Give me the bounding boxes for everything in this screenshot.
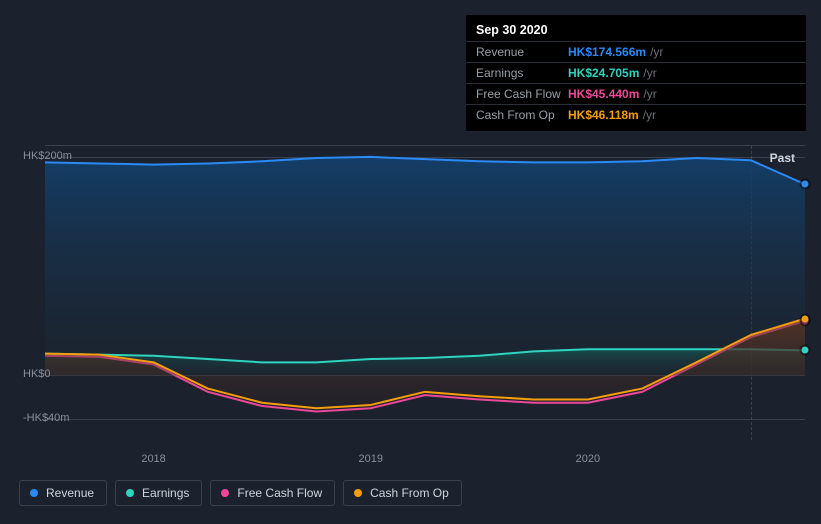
tooltip-row-unit: /yr (643, 65, 656, 81)
legend-dot-icon (30, 489, 38, 497)
financial-history-chart: Past 201820192020 HK$200m HK$0 -HK$40m (15, 120, 805, 440)
legend-label: Earnings (142, 486, 189, 500)
tooltip-row-value: HK$24.705m (568, 65, 639, 81)
tooltip-row: RevenueHK$174.566m/yr (466, 41, 806, 62)
legend-label: Free Cash Flow (237, 486, 322, 500)
tooltip-row-value: HK$45.440m (568, 86, 639, 102)
chart-svg (45, 146, 805, 441)
tooltip-row-unit: /yr (650, 44, 663, 60)
series-endpoint (802, 347, 809, 354)
legend-label: Cash From Op (370, 486, 449, 500)
tooltip-row: Free Cash FlowHK$45.440m/yr (466, 83, 806, 104)
legend-item[interactable]: Cash From Op (343, 480, 462, 506)
legend-item[interactable]: Revenue (19, 480, 107, 506)
tooltip-date: Sep 30 2020 (466, 21, 806, 41)
legend-item[interactable]: Free Cash Flow (210, 480, 335, 506)
legend-dot-icon (354, 489, 362, 497)
series-endpoint (802, 181, 809, 188)
series-area (45, 157, 805, 376)
x-axis-label: 2020 (576, 453, 600, 465)
legend-item[interactable]: Earnings (115, 480, 202, 506)
y-axis-label: HK$200m (23, 150, 72, 162)
y-axis-label: HK$0 (23, 368, 51, 380)
tooltip-row-label: Revenue (476, 44, 568, 60)
tooltip-row-label: Free Cash Flow (476, 86, 568, 102)
chart-tooltip: Sep 30 2020 RevenueHK$174.566m/yrEarning… (466, 15, 806, 131)
tooltip-row-unit: /yr (643, 86, 656, 102)
chart-plot-area[interactable]: Past 201820192020 (45, 145, 805, 440)
chart-legend: Revenue Earnings Free Cash Flow Cash From O… (19, 480, 462, 506)
y-axis-label: -HK$40m (23, 412, 69, 424)
legend-dot-icon (126, 489, 134, 497)
series-endpoint (802, 315, 809, 322)
legend-label: Revenue (46, 486, 94, 500)
tooltip-row: EarningsHK$24.705m/yr (466, 62, 806, 83)
x-axis-label: 2019 (358, 453, 382, 465)
past-label: Past (770, 151, 795, 165)
tooltip-row-label: Earnings (476, 65, 568, 81)
x-axis-label: 2018 (141, 453, 165, 465)
legend-dot-icon (221, 489, 229, 497)
tooltip-row-value: HK$174.566m (568, 44, 646, 60)
